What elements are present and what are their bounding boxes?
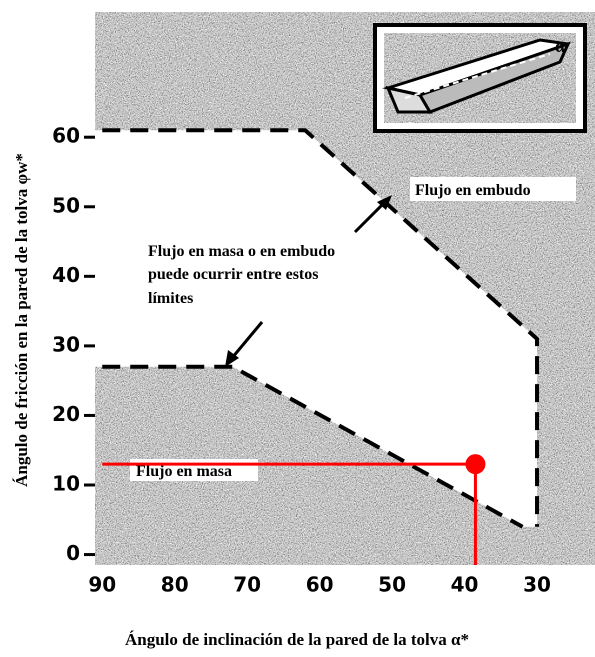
- y-tick-label: 10: [52, 472, 80, 496]
- x-tick-label: 50: [378, 573, 406, 597]
- y-tick-label: 50: [52, 193, 80, 217]
- x-tick-label: 60: [306, 573, 334, 597]
- annotation: límites: [148, 290, 193, 307]
- chart: α Flujo en embudo Flujo en masa o en emb…: [0, 0, 595, 657]
- y-tick-label: 20: [52, 402, 80, 426]
- x-tick-label: 40: [451, 573, 479, 597]
- x-tick-label: 30: [523, 573, 551, 597]
- x-tick-label: 90: [88, 573, 116, 597]
- annotation: Flujo en masa o en embudo: [148, 243, 335, 260]
- y-tick-label: 0: [66, 541, 80, 565]
- x-tick-label: 70: [233, 573, 261, 597]
- annotation: Flujo en embudo: [415, 182, 531, 199]
- annotation: puede ocurrir entre estos: [148, 266, 318, 283]
- design-point: [465, 454, 485, 474]
- x-tick-label: 80: [161, 573, 189, 597]
- inset: α: [375, 25, 585, 131]
- inset-label: α: [555, 36, 565, 56]
- y-tick-label: 40: [52, 263, 80, 287]
- x-axis-title: Ángulo de inclinación de la pared de la …: [125, 630, 469, 649]
- y-tick-label: 30: [52, 332, 80, 356]
- y-axis-title: Ángulo de fricción en la pared de la tol…: [12, 153, 31, 487]
- y-tick-label: 60: [52, 124, 80, 148]
